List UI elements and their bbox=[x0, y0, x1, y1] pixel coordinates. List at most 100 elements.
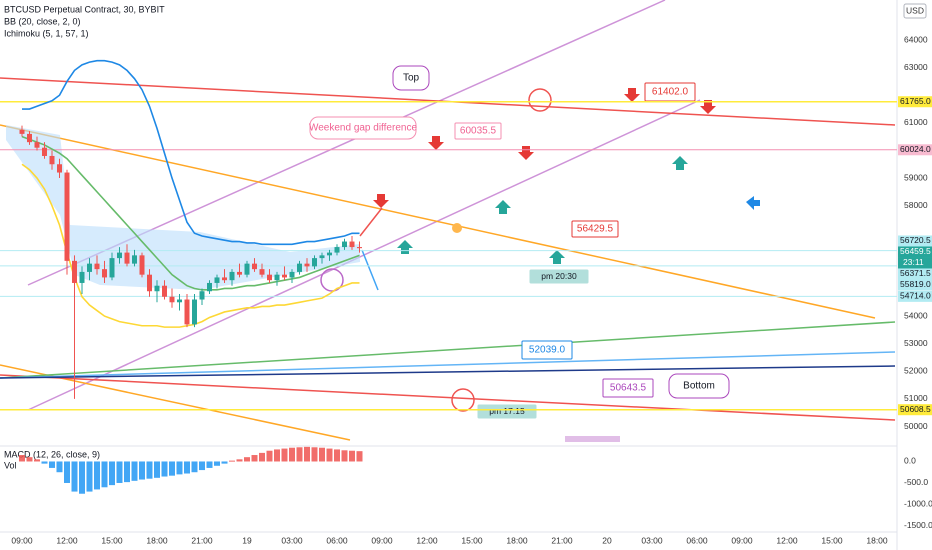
y-tick-label: 53000 bbox=[904, 338, 928, 348]
y-tick-label: 61000 bbox=[904, 117, 928, 127]
arrow-up bbox=[495, 200, 511, 214]
macd-bar bbox=[26, 457, 33, 462]
candle-body bbox=[42, 147, 47, 156]
x-tick-label: 09:00 bbox=[11, 535, 33, 545]
macd-bar bbox=[101, 461, 108, 488]
ichimoku-cloud bbox=[6, 125, 360, 290]
annotation-text: 52039.0 bbox=[529, 345, 566, 356]
annotation-box bbox=[454, 122, 502, 140]
price-tag bbox=[898, 268, 932, 280]
candle-body bbox=[289, 271, 295, 278]
annotation-box bbox=[529, 269, 589, 284]
x-tick-label: 15:00 bbox=[821, 535, 843, 545]
trend-line bbox=[0, 351, 896, 379]
annotation-box bbox=[392, 65, 430, 91]
annotation-box bbox=[668, 373, 730, 399]
macd-bar bbox=[199, 461, 205, 471]
annotation-text: 56429.5 bbox=[577, 224, 614, 235]
macd-bar bbox=[304, 446, 310, 462]
price-tag bbox=[898, 96, 932, 108]
price-tag-label: 60024.0 bbox=[900, 144, 931, 154]
candle-body bbox=[94, 263, 100, 270]
macd-bar bbox=[49, 461, 55, 468]
x-tick-label: 21:00 bbox=[191, 535, 213, 545]
candle-body bbox=[117, 252, 122, 259]
price-tag-label: 50608.5 bbox=[900, 404, 931, 414]
macd-tick-label: 0.0 bbox=[904, 456, 916, 466]
macd-bar bbox=[56, 461, 63, 473]
x-tick-label: 06:00 bbox=[686, 535, 708, 545]
macd-bar bbox=[311, 447, 318, 462]
x-tick-label: 21:00 bbox=[551, 535, 573, 545]
candle-body bbox=[319, 255, 325, 259]
annotation-text: 61402.0 bbox=[652, 87, 689, 98]
annotation-box bbox=[521, 340, 573, 360]
candle-body bbox=[19, 129, 25, 134]
countdown: 23:11 bbox=[903, 257, 924, 267]
arrow-down bbox=[428, 136, 444, 150]
annotation-text: 60035.5 bbox=[460, 126, 497, 137]
candle-body bbox=[139, 255, 145, 275]
macd-bar bbox=[266, 450, 273, 462]
trend-line bbox=[0, 124, 876, 319]
candle-body bbox=[199, 291, 205, 300]
candle-body bbox=[267, 274, 272, 281]
price-tag-label: 61765.0 bbox=[900, 96, 931, 106]
y-tick-label: 52000 bbox=[904, 366, 928, 376]
candle-body bbox=[207, 282, 212, 292]
candle-body bbox=[154, 285, 160, 292]
candle-body bbox=[109, 258, 115, 278]
emoji bbox=[452, 223, 462, 233]
macd-bar bbox=[86, 461, 93, 492]
marker bbox=[565, 436, 620, 442]
annotation-text: Top bbox=[403, 73, 420, 84]
trend-line bbox=[0, 374, 896, 421]
macd-bar bbox=[251, 455, 258, 462]
candle-body bbox=[147, 274, 152, 292]
candle-body bbox=[124, 252, 130, 264]
arrow-down bbox=[624, 88, 640, 102]
candle-body bbox=[229, 271, 235, 281]
arrow-left bbox=[746, 196, 760, 210]
y-tick-label: 54000 bbox=[904, 310, 928, 320]
candle-body bbox=[72, 260, 77, 283]
candle-body bbox=[327, 252, 332, 256]
macd-bar bbox=[124, 461, 130, 483]
price-tag-label: 56371.5 bbox=[900, 268, 931, 278]
candle-body bbox=[177, 299, 182, 303]
x-tick-label: 19 bbox=[242, 535, 252, 545]
x-tick-label: 20 bbox=[602, 535, 612, 545]
annotation-text: pm 20:30 bbox=[541, 271, 577, 281]
price-tag bbox=[898, 235, 932, 247]
macd-legend: MACD (12, 26, close, 9) bbox=[4, 449, 100, 459]
macd-bar bbox=[334, 449, 340, 462]
macd-bar bbox=[19, 455, 25, 462]
symbol-title: BTCUSD Perpetual Contract, 30, BYBIT bbox=[4, 4, 165, 14]
candle-body bbox=[312, 258, 317, 267]
sad-face bbox=[451, 388, 475, 412]
x-tick-label: 15:00 bbox=[101, 535, 123, 545]
macd-bar bbox=[214, 461, 220, 466]
macd-bar bbox=[94, 461, 100, 490]
x-tick-label: 06:00 bbox=[326, 535, 348, 545]
candle-body bbox=[169, 296, 175, 303]
candle-body bbox=[237, 271, 242, 275]
neutral-face bbox=[320, 268, 344, 292]
candle-body bbox=[282, 274, 287, 278]
candle-body bbox=[252, 263, 257, 270]
arrow-line bbox=[359, 207, 383, 237]
candle-body bbox=[357, 247, 362, 249]
candle-body bbox=[184, 299, 190, 325]
macd-bar bbox=[236, 459, 243, 462]
x-tick-label: 18:00 bbox=[866, 535, 888, 545]
candle-body bbox=[192, 299, 197, 325]
arrow-up bbox=[549, 250, 565, 264]
macd-bar bbox=[79, 461, 85, 494]
macd-bar bbox=[281, 448, 288, 462]
bb-lower bbox=[21, 163, 360, 328]
x-tick-label: 09:00 bbox=[371, 535, 393, 545]
macd-bar bbox=[274, 449, 280, 462]
macd-bar bbox=[259, 452, 265, 462]
macd-bar bbox=[146, 461, 153, 479]
